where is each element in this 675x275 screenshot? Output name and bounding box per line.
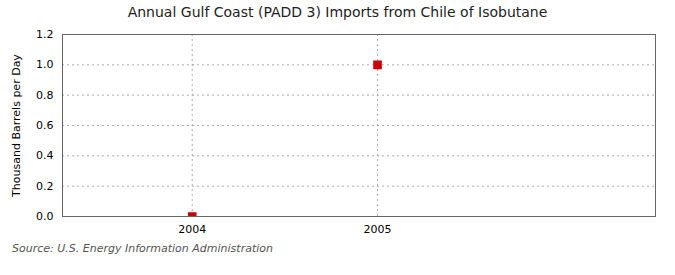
svg-text:0.4: 0.4: [36, 149, 54, 162]
html-text:Annual Gulf Coast (PADD 3) Imp: Annual Gulf Coast (PADD 3) Imports from …: [127, 4, 548, 20]
svg-text:0.2: 0.2: [36, 180, 54, 193]
svg-text:0.0: 0.0: [36, 210, 54, 223]
svg-text:0.8: 0.8: [36, 89, 54, 102]
svg-text:Thousand Barrels per Day: Thousand Barrels per Day: [10, 54, 23, 198]
svg-text:0.6: 0.6: [36, 119, 54, 132]
svg-text:2005: 2005: [364, 223, 392, 236]
svg-text:1.0: 1.0: [36, 58, 54, 71]
html-text:Source: U.S. Energy Informatio: Source: U.S. Energy Information Administ…: [12, 242, 273, 255]
svg-text:1.2: 1.2: [36, 28, 54, 41]
svg-text:2004: 2004: [178, 223, 206, 236]
